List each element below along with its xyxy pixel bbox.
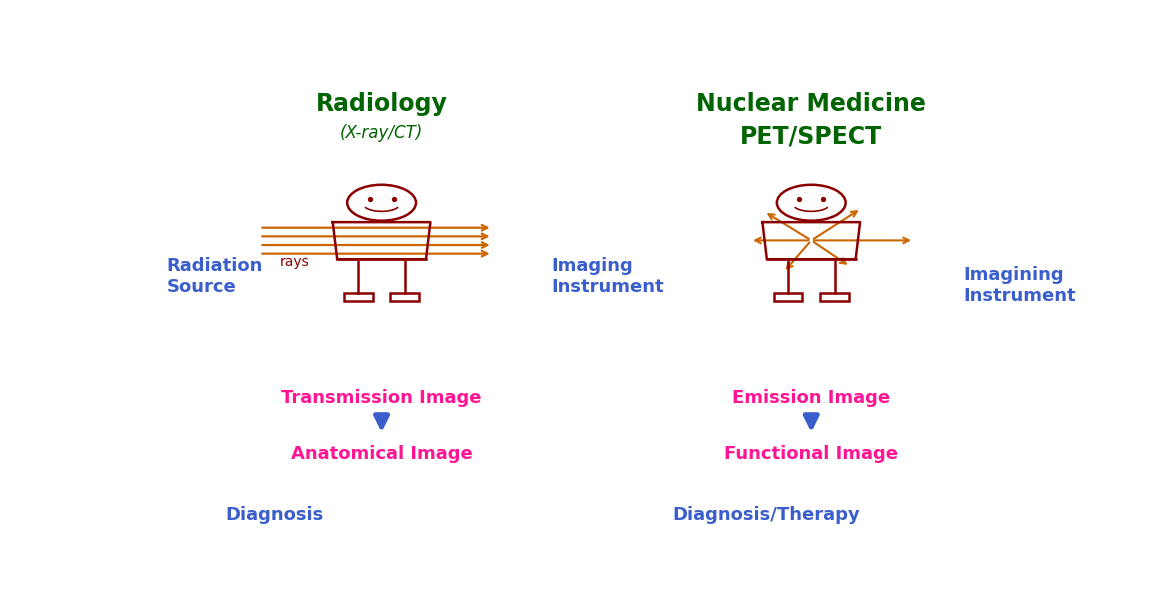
Bar bbox=[774, 293, 803, 300]
Text: Transmission Image: Transmission Image bbox=[282, 388, 482, 407]
Text: Functional Image: Functional Image bbox=[724, 445, 899, 463]
Text: Imaging
Instrument: Imaging Instrument bbox=[552, 257, 664, 296]
Text: Imagining
Instrument: Imagining Instrument bbox=[963, 266, 1076, 305]
Bar bbox=[390, 293, 419, 300]
Text: (X-ray/CT): (X-ray/CT) bbox=[340, 124, 423, 142]
Text: Anatomical Image: Anatomical Image bbox=[291, 445, 472, 463]
Text: Diagnosis: Diagnosis bbox=[225, 506, 323, 523]
Text: Nuclear Medicine: Nuclear Medicine bbox=[696, 92, 926, 115]
Text: Radiology: Radiology bbox=[315, 92, 447, 115]
Text: PET/SPECT: PET/SPECT bbox=[740, 124, 882, 148]
Bar bbox=[820, 293, 849, 300]
Text: Emission Image: Emission Image bbox=[732, 388, 891, 407]
Bar bbox=[344, 293, 373, 300]
Text: Diagnosis/Therapy: Diagnosis/Therapy bbox=[672, 506, 860, 523]
Text: rays: rays bbox=[281, 255, 310, 269]
Text: Radiation
Source: Radiation Source bbox=[166, 257, 263, 296]
